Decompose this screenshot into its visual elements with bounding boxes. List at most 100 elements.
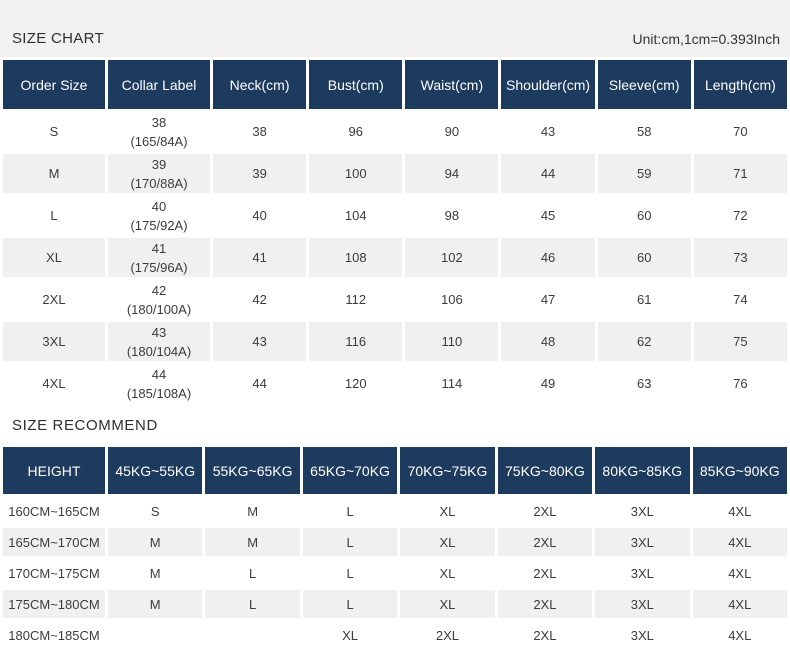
cell-shoulder: 46	[501, 238, 595, 277]
table-row: S 38 (165/84A) 38 96 90 43 58 70	[3, 112, 787, 151]
size-recommend-title: SIZE RECOMMEND	[12, 416, 158, 434]
cell-rec-size: M	[108, 590, 203, 618]
cell-bust: 116	[309, 322, 403, 361]
cell-size: 3XL	[3, 322, 105, 361]
unit-note: Unit:cm,1cm=0.393Inch	[632, 31, 780, 47]
cell-height: 180CM~185CM	[3, 621, 105, 649]
cell-sleeve: 59	[597, 154, 691, 193]
cell-rec-size: 2XL	[497, 590, 593, 618]
cell-collar: 44 (185/108A)	[108, 364, 210, 403]
cell-rec-size: L	[302, 528, 398, 556]
collar-number: 42	[151, 282, 167, 298]
collar-number: 44	[151, 366, 167, 382]
cell-length: 71	[693, 154, 787, 193]
col-header-bust: Bust(cm)	[309, 60, 403, 109]
cell-bust: 108	[309, 238, 403, 277]
cell-sleeve: 58	[597, 112, 691, 151]
cell-length: 75	[693, 322, 787, 361]
col-header-weight-3: 65KG~70KG	[302, 447, 398, 494]
table-row: 175CM~180CM M L L XL 2XL 3XL 4XL	[3, 590, 787, 618]
cell-rec-size: L	[302, 497, 398, 525]
cell-neck: 43	[213, 322, 307, 361]
size-chart-title: SIZE CHART	[12, 30, 104, 47]
cell-rec-size: 3XL	[595, 590, 690, 618]
table-row: 180CM~185CM XL 2XL 2XL 3XL 4XL	[3, 621, 787, 649]
cell-shoulder: 45	[501, 196, 595, 235]
cell-rec-size: 2XL	[400, 621, 495, 649]
cell-waist: 98	[405, 196, 499, 235]
table-row: 165CM~170CM M M L XL 2XL 3XL 4XL	[3, 528, 787, 556]
table-row: 3XL 43 (180/104A) 43 116 110 48 62 75	[3, 322, 787, 361]
cell-rec-size: 3XL	[595, 497, 690, 525]
cell-rec-size: 2XL	[497, 621, 593, 649]
cell-waist: 90	[405, 112, 499, 151]
col-header-shoulder: Shoulder(cm)	[501, 60, 595, 109]
cell-size: 2XL	[3, 280, 105, 319]
cell-height: 160CM~165CM	[3, 497, 105, 525]
collar-number: 38	[151, 114, 167, 130]
size-chart-header-bar: SIZE CHART Unit:cm,1cm=0.393Inch	[0, 0, 790, 57]
size-recommend-table: HEIGHT 45KG~55KG 55KG~65KG 65KG~70KG 70K…	[0, 444, 790, 652]
cell-rec-size: L	[302, 590, 398, 618]
cell-sleeve: 60	[597, 196, 691, 235]
table-row: XL 41 (175/96A) 41 108 102 46 60 73	[3, 238, 787, 277]
table-row: 2XL 42 (180/100A) 42 112 106 47 61 74	[3, 280, 787, 319]
table-row: M 39 (170/88A) 39 100 94 44 59 71	[3, 154, 787, 193]
collar-spec: (175/92A)	[130, 217, 188, 233]
table-row: L 40 (175/92A) 40 104 98 45 60 72	[3, 196, 787, 235]
cell-height: 170CM~175CM	[3, 559, 105, 587]
cell-bust: 100	[309, 154, 403, 193]
cell-shoulder: 48	[501, 322, 595, 361]
cell-neck: 42	[213, 280, 307, 319]
cell-collar: 43 (180/104A)	[108, 322, 210, 361]
cell-length: 74	[693, 280, 787, 319]
cell-rec-size: 2XL	[497, 559, 593, 587]
cell-rec-size: 3XL	[595, 528, 690, 556]
size-recommend-header-row: HEIGHT 45KG~55KG 55KG~65KG 65KG~70KG 70K…	[3, 447, 787, 494]
col-header-sleeve: Sleeve(cm)	[597, 60, 691, 109]
collar-spec: (170/88A)	[130, 175, 188, 191]
cell-collar: 42 (180/100A)	[108, 280, 210, 319]
cell-sleeve: 63	[597, 364, 691, 403]
cell-neck: 38	[213, 112, 307, 151]
col-header-height: HEIGHT	[3, 447, 105, 494]
col-header-weight-5: 75KG~80KG	[497, 447, 593, 494]
cell-neck: 40	[213, 196, 307, 235]
col-header-weight-1: 45KG~55KG	[108, 447, 203, 494]
cell-neck: 44	[213, 364, 307, 403]
col-header-weight-7: 85KG~90KG	[692, 447, 787, 494]
cell-length: 72	[693, 196, 787, 235]
collar-number: 43	[151, 324, 167, 340]
cell-collar: 39 (170/88A)	[108, 154, 210, 193]
cell-rec-size: 2XL	[497, 528, 593, 556]
cell-size: 4XL	[3, 364, 105, 403]
cell-collar: 40 (175/92A)	[108, 196, 210, 235]
size-chart-header-row: Order Size Collar Label Neck(cm) Bust(cm…	[3, 60, 787, 109]
col-header-collar-label: Collar Label	[108, 60, 210, 109]
col-header-neck: Neck(cm)	[213, 60, 307, 109]
col-header-weight-2: 55KG~65KG	[205, 447, 300, 494]
cell-rec-size	[205, 621, 300, 649]
cell-rec-size: XL	[400, 590, 495, 618]
cell-length: 73	[693, 238, 787, 277]
cell-rec-size: 4XL	[692, 528, 787, 556]
col-header-weight-4: 70KG~75KG	[400, 447, 495, 494]
cell-waist: 102	[405, 238, 499, 277]
cell-collar: 41 (175/96A)	[108, 238, 210, 277]
cell-rec-size: L	[302, 559, 398, 587]
cell-rec-size: 2XL	[497, 497, 593, 525]
table-row: 4XL 44 (185/108A) 44 120 114 49 63 76	[3, 364, 787, 403]
col-header-waist: Waist(cm)	[405, 60, 499, 109]
cell-size: M	[3, 154, 105, 193]
cell-rec-size: XL	[302, 621, 398, 649]
cell-shoulder: 44	[501, 154, 595, 193]
cell-size: XL	[3, 238, 105, 277]
collar-spec: (180/100A)	[126, 301, 192, 317]
cell-rec-size: M	[108, 559, 203, 587]
collar-number: 39	[151, 156, 167, 172]
cell-rec-size: 3XL	[595, 621, 690, 649]
size-recommend-header-bar: SIZE RECOMMEND	[0, 406, 790, 444]
cell-height: 165CM~170CM	[3, 528, 105, 556]
cell-shoulder: 47	[501, 280, 595, 319]
collar-spec: (175/96A)	[130, 259, 188, 275]
